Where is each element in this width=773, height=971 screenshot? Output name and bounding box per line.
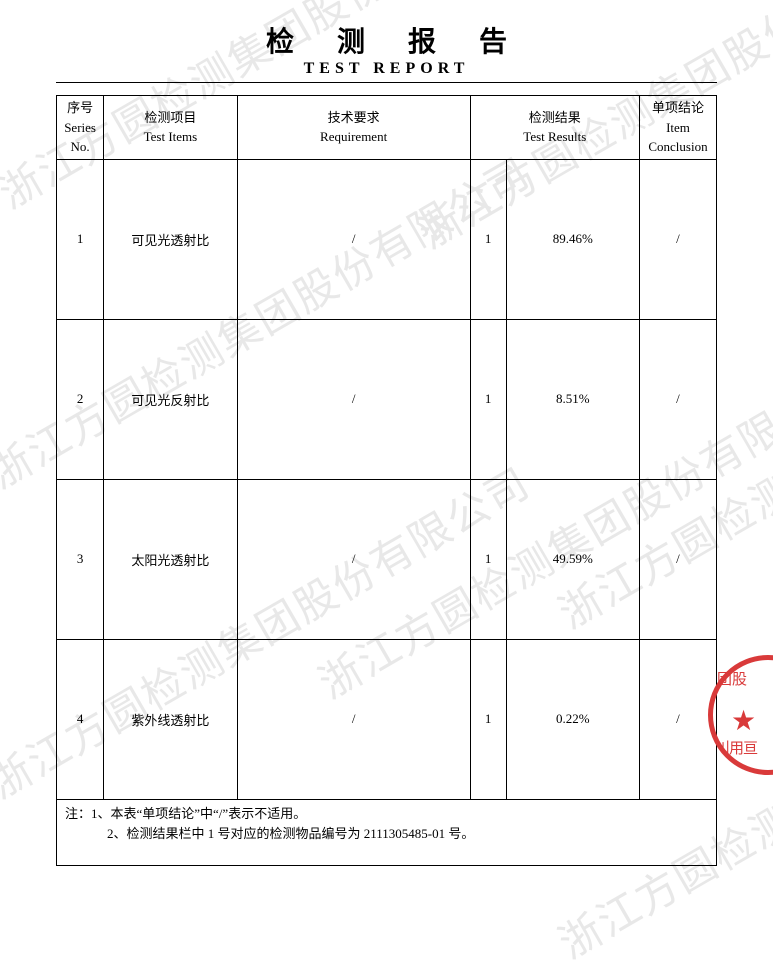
results-table: 序号SeriesNo. 检测项目Test Items 技术要求Requireme… [56,95,717,800]
cell-res: 0.22% [506,639,639,799]
col-header-res: 检测结果Test Results [470,96,639,160]
table-row: 1可见光透射比/189.46%/ [57,159,717,319]
seal-stamp: 团股 ★ 刂用亘 [708,655,773,775]
cell-res: 49.59% [506,479,639,639]
cell-sub: 1 [470,319,506,479]
table-row: 4紫外线透射比/10.22%/ [57,639,717,799]
col-header-no: 序号SeriesNo. [57,96,104,160]
cell-no: 1 [57,159,104,319]
cell-res: 8.51% [506,319,639,479]
cell-conc: / [639,159,716,319]
cell-req: / [237,639,470,799]
cell-conc: / [639,319,716,479]
cell-conc: / [639,639,716,799]
cell-res: 89.46% [506,159,639,319]
col-header-req: 技术要求Requirement [237,96,470,160]
cell-item: 可见光透射比 [104,159,237,319]
notes: 注：1、本表“单项结论”中“/”表示不适用。 2、检测结果栏中 1 号对应的检测… [56,800,717,867]
cell-no: 3 [57,479,104,639]
report-content: 检 测 报 告 TEST REPORT 序号SeriesNo. 检测项目Test… [0,0,773,866]
col-header-item: 检测项目Test Items [104,96,237,160]
cell-no: 2 [57,319,104,479]
cell-conc: / [639,479,716,639]
title-english: TEST REPORT [56,60,717,83]
cell-item: 可见光反射比 [104,319,237,479]
cell-req: / [237,319,470,479]
table-row: 2可见光反射比/18.51%/ [57,319,717,479]
col-header-conc: 单项结论ItemConclusion [639,96,716,160]
note-line-1: 注：1、本表“单项结论”中“/”表示不适用。 [65,804,708,825]
stamp-text: 团股 [717,668,747,689]
stamp-text: 刂用亘 [715,737,757,758]
cell-item: 紫外线透射比 [104,639,237,799]
cell-sub: 1 [470,639,506,799]
stamp-star-icon: ★ [731,704,756,738]
table-row: 3太阳光透射比/149.59%/ [57,479,717,639]
cell-no: 4 [57,639,104,799]
cell-req: / [237,479,470,639]
cell-req: / [237,159,470,319]
title-chinese: 检 测 报 告 [74,20,717,60]
cell-item: 太阳光透射比 [104,479,237,639]
cell-sub: 1 [470,479,506,639]
cell-sub: 1 [470,159,506,319]
